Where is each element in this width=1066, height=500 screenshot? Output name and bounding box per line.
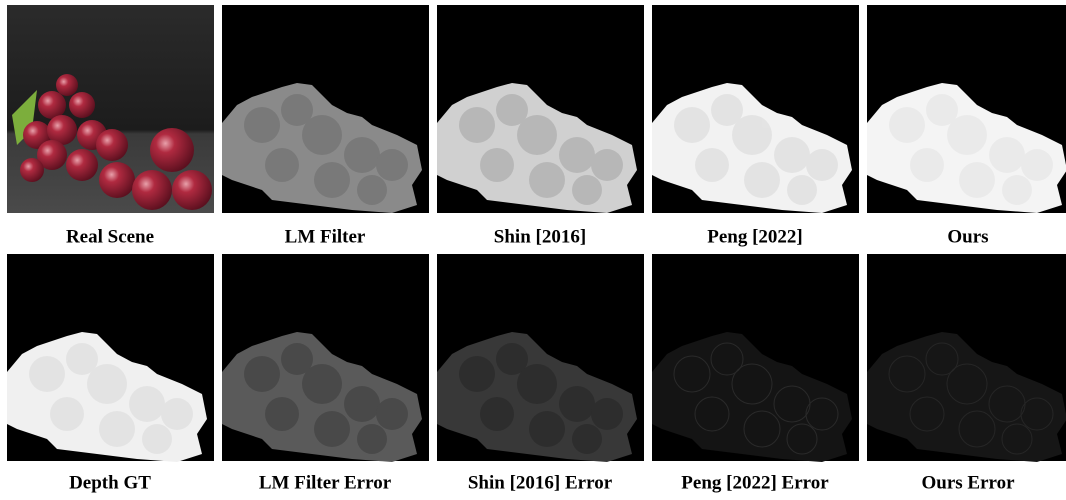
- caption: Depth GT: [69, 472, 151, 493]
- figure: Real Scene LM Filter Shin [2016] Peng [2…: [0, 0, 1066, 500]
- panel-shin: [437, 5, 644, 213]
- caption: Shin [2016]: [494, 226, 586, 247]
- panel-depth-gt: [7, 254, 214, 462]
- caption: Peng [2022] Error: [681, 472, 829, 493]
- caption: LM Filter Error: [259, 472, 392, 493]
- caption: Ours Error: [921, 472, 1015, 493]
- panel-real-scene: [7, 5, 214, 213]
- caption: LM Filter: [285, 226, 366, 247]
- panel-lm-filter: [222, 5, 429, 213]
- panel-shin-error: [437, 254, 644, 462]
- panel-ours-error: [867, 254, 1066, 462]
- panel-peng: [652, 5, 859, 213]
- panel-peng-error: [652, 254, 859, 462]
- panel-ours: [867, 5, 1066, 213]
- panel-lm-filter-error: [222, 254, 429, 462]
- caption: Shin [2016] Error: [468, 472, 613, 493]
- caption: Ours: [947, 226, 988, 247]
- caption: Real Scene: [66, 226, 154, 247]
- caption: Peng [2022]: [707, 226, 803, 247]
